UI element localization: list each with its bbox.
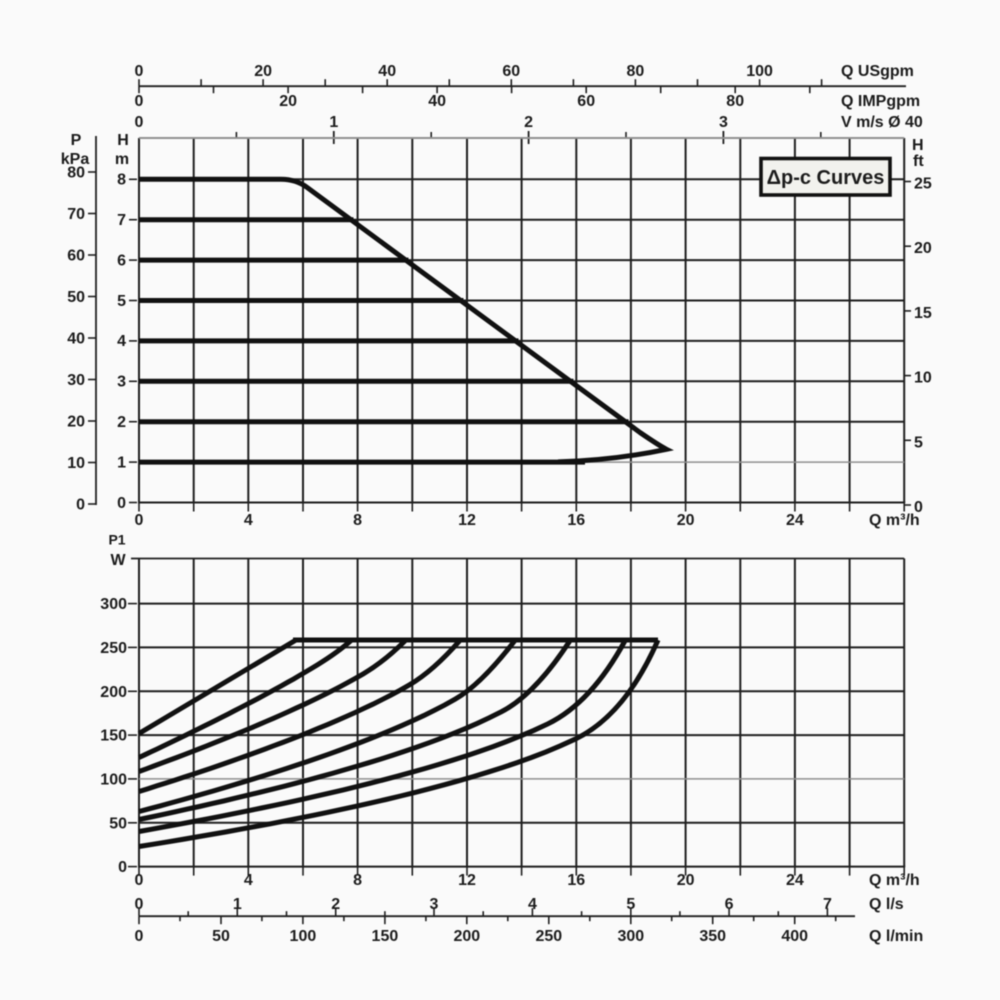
svg-text:H: H bbox=[912, 137, 924, 154]
svg-text:50: 50 bbox=[67, 289, 85, 306]
svg-text:25: 25 bbox=[914, 176, 932, 193]
svg-text:16: 16 bbox=[567, 512, 585, 529]
svg-text:250: 250 bbox=[535, 928, 562, 945]
svg-text:0: 0 bbox=[117, 495, 126, 512]
svg-text:0: 0 bbox=[135, 872, 144, 889]
svg-text:100: 100 bbox=[100, 771, 127, 788]
svg-text:20: 20 bbox=[67, 413, 85, 430]
svg-text:1: 1 bbox=[329, 114, 338, 131]
svg-text:0: 0 bbox=[135, 114, 144, 131]
svg-text:Q m³/h: Q m³/h bbox=[869, 872, 920, 889]
svg-text:Q l/min: Q l/min bbox=[869, 928, 923, 945]
svg-text:80: 80 bbox=[627, 63, 645, 80]
svg-text:0: 0 bbox=[118, 859, 127, 876]
svg-text:80: 80 bbox=[67, 164, 85, 181]
svg-text:4: 4 bbox=[528, 896, 537, 913]
svg-text:8: 8 bbox=[353, 512, 362, 529]
svg-text:60: 60 bbox=[577, 93, 595, 110]
svg-text:1: 1 bbox=[117, 454, 126, 471]
svg-text:5: 5 bbox=[117, 293, 126, 310]
svg-text:40: 40 bbox=[378, 63, 396, 80]
svg-text:8: 8 bbox=[353, 872, 362, 889]
svg-text:50: 50 bbox=[109, 815, 127, 832]
svg-text:0: 0 bbox=[135, 93, 144, 110]
svg-text:3: 3 bbox=[719, 114, 728, 131]
svg-text:20: 20 bbox=[914, 240, 932, 257]
svg-text:kPa: kPa bbox=[61, 151, 90, 168]
svg-text:80: 80 bbox=[726, 93, 744, 110]
svg-text:50: 50 bbox=[212, 928, 230, 945]
svg-text:3: 3 bbox=[430, 896, 439, 913]
svg-text:4: 4 bbox=[117, 333, 126, 350]
svg-text:100: 100 bbox=[290, 928, 317, 945]
svg-text:30: 30 bbox=[67, 372, 85, 389]
svg-text:0: 0 bbox=[76, 496, 85, 513]
svg-text:0: 0 bbox=[135, 928, 144, 945]
svg-text:150: 150 bbox=[372, 928, 399, 945]
svg-text:24: 24 bbox=[786, 872, 804, 889]
svg-text:Q m³/h: Q m³/h bbox=[869, 512, 920, 529]
svg-text:300: 300 bbox=[617, 928, 644, 945]
svg-text:24: 24 bbox=[786, 512, 804, 529]
svg-text:4: 4 bbox=[244, 872, 253, 889]
svg-text:0: 0 bbox=[135, 512, 144, 529]
svg-text:40: 40 bbox=[67, 330, 85, 347]
svg-text:Q IMPgpm: Q IMPgpm bbox=[841, 93, 920, 110]
svg-text:0: 0 bbox=[135, 63, 144, 80]
svg-text:ft: ft bbox=[913, 153, 924, 170]
svg-text:8: 8 bbox=[117, 172, 126, 189]
svg-text:Δp-c Curves: Δp-c Curves bbox=[767, 167, 885, 189]
svg-text:2: 2 bbox=[117, 414, 126, 431]
svg-text:P: P bbox=[71, 132, 82, 149]
svg-text:m: m bbox=[115, 151, 129, 168]
svg-text:Q USgpm: Q USgpm bbox=[841, 63, 914, 80]
svg-text:40: 40 bbox=[428, 93, 446, 110]
svg-text:P1: P1 bbox=[108, 532, 125, 548]
svg-text:12: 12 bbox=[458, 872, 476, 889]
svg-text:350: 350 bbox=[699, 928, 726, 945]
svg-text:70: 70 bbox=[67, 206, 85, 223]
svg-text:Q l/s: Q l/s bbox=[869, 896, 904, 913]
svg-text:60: 60 bbox=[502, 63, 520, 80]
svg-text:5: 5 bbox=[914, 434, 923, 451]
svg-text:10: 10 bbox=[914, 370, 932, 387]
svg-text:1: 1 bbox=[233, 896, 242, 913]
svg-text:20: 20 bbox=[279, 93, 297, 110]
svg-text:100: 100 bbox=[746, 63, 773, 80]
svg-text:200: 200 bbox=[100, 684, 127, 701]
svg-text:200: 200 bbox=[453, 928, 480, 945]
svg-text:12: 12 bbox=[458, 512, 476, 529]
svg-text:150: 150 bbox=[100, 728, 127, 745]
svg-text:250: 250 bbox=[100, 640, 127, 657]
svg-text:2: 2 bbox=[524, 114, 533, 131]
svg-text:16: 16 bbox=[567, 872, 585, 889]
svg-text:W: W bbox=[110, 552, 126, 569]
svg-text:5: 5 bbox=[626, 896, 635, 913]
svg-text:60: 60 bbox=[67, 247, 85, 264]
svg-text:4: 4 bbox=[244, 512, 253, 529]
svg-text:15: 15 bbox=[914, 305, 932, 322]
svg-text:20: 20 bbox=[677, 512, 695, 529]
svg-text:400: 400 bbox=[781, 928, 808, 945]
svg-text:2: 2 bbox=[331, 896, 340, 913]
svg-text:6: 6 bbox=[725, 896, 734, 913]
svg-text:10: 10 bbox=[67, 455, 85, 472]
svg-text:6: 6 bbox=[117, 252, 126, 269]
svg-text:H: H bbox=[117, 132, 129, 149]
svg-text:0: 0 bbox=[135, 896, 144, 913]
svg-text:7: 7 bbox=[117, 212, 126, 229]
svg-text:3: 3 bbox=[117, 374, 126, 391]
svg-text:300: 300 bbox=[100, 596, 127, 613]
svg-text:V m/s Ø 40: V m/s Ø 40 bbox=[841, 114, 923, 131]
svg-text:7: 7 bbox=[823, 896, 832, 913]
svg-text:20: 20 bbox=[677, 872, 695, 889]
svg-text:0: 0 bbox=[914, 499, 923, 516]
svg-text:20: 20 bbox=[254, 63, 272, 80]
